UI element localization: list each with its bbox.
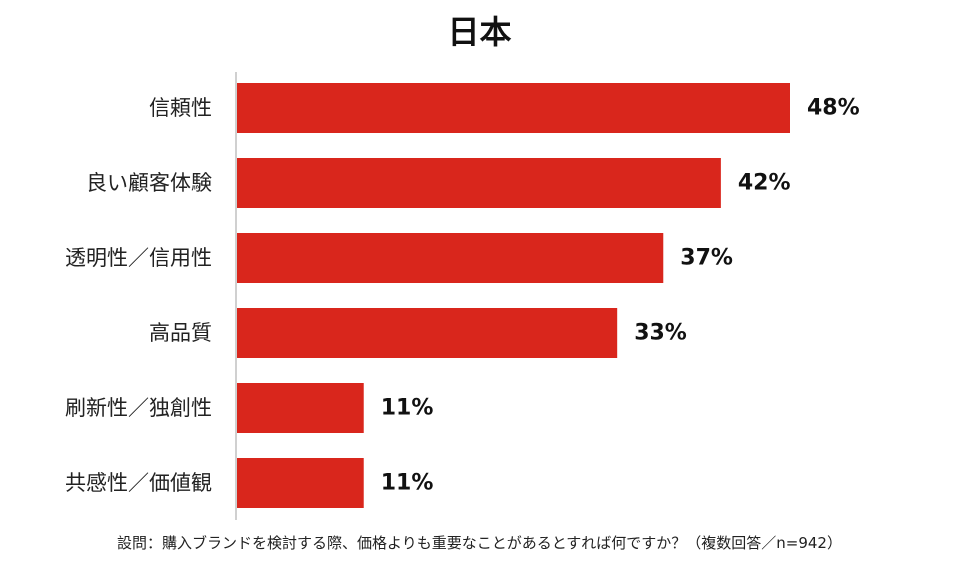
bar-3: [237, 233, 664, 283]
survey-footnote: 設問：購入ブランドを検討する際、価格よりも重要なことがあるとすれば何ですか？（複…: [117, 534, 842, 552]
bar-2: [237, 158, 721, 208]
value-label-4: 33%: [634, 321, 687, 346]
category-label-4: 高品質: [149, 321, 212, 345]
chart-title: 日本: [447, 13, 512, 51]
value-label-6: 11%: [381, 471, 434, 496]
category-label-5: 刷新性／独創性: [65, 396, 212, 420]
category-label-1: 信頼性: [149, 96, 212, 120]
value-label-2: 42%: [738, 171, 791, 196]
value-label-1: 48%: [807, 96, 860, 121]
bar-4: [237, 308, 618, 358]
bar-6: [237, 458, 364, 508]
category-label-6: 共感性／価値観: [65, 471, 212, 495]
bar-1: [237, 83, 790, 133]
value-label-3: 37%: [680, 246, 733, 271]
category-label-3: 透明性／信用性: [65, 246, 212, 270]
category-label-2: 良い顧客体験: [86, 171, 212, 195]
value-label-5: 11%: [381, 396, 434, 421]
bar-5: [237, 383, 364, 433]
